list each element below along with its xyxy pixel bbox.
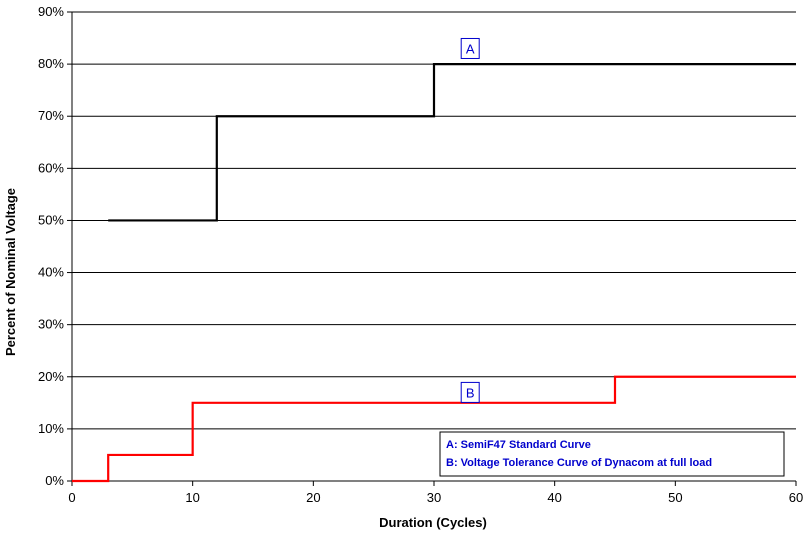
annotation-box	[460, 37, 480, 59]
y-tick-label: 40%	[38, 265, 64, 280]
legend-box	[439, 431, 785, 477]
x-tick-label: 60	[789, 490, 803, 505]
annotation-a: A	[460, 37, 480, 59]
y-tick-label: 60%	[38, 160, 64, 175]
x-tick-label: 40	[547, 490, 561, 505]
annotations: AB	[460, 37, 480, 403]
annotation-box	[460, 381, 480, 403]
y-tick-label: 0%	[45, 473, 64, 488]
y-tick-label: 70%	[38, 108, 64, 123]
y-tick-label: 30%	[38, 317, 64, 332]
series-group	[72, 63, 796, 483]
legend-entry: A: SemiF47 Standard Curve	[446, 439, 591, 451]
y-tick-label: 20%	[38, 369, 64, 384]
x-tick-label: 30	[427, 490, 441, 505]
y-tick-label: 80%	[38, 56, 64, 71]
annotation-label: A	[466, 41, 475, 56]
x-tick-label: 0	[68, 490, 75, 505]
y-tick-label: 90%	[38, 4, 64, 19]
series-line-a	[108, 63, 796, 222]
x-tick-label: 10	[185, 490, 199, 505]
x-tick-label: 20	[306, 490, 320, 505]
y-tick-label: 50%	[38, 212, 64, 227]
annotation-b: B	[460, 381, 480, 403]
x-tick-label: 50	[668, 490, 682, 505]
x-axis-ticks: 0 10 20 30 40 50 60	[68, 481, 803, 505]
series-line-b	[72, 375, 796, 483]
legend-entry: B: Voltage Tolerance Curve of Dynacom at…	[446, 457, 712, 469]
x-axis-title: Duration (Cycles)	[379, 515, 487, 530]
y-axis-title: Percent of Nominal Voltage	[3, 188, 18, 356]
y-axis-ticks: 0% 10% 20% 30% 40% 50% 60% 70% 80% 90%	[38, 4, 72, 488]
y-tick-label: 10%	[38, 421, 64, 436]
legend: A: SemiF47 Standard Curve B: Voltage Tole…	[439, 431, 785, 477]
annotation-label: B	[466, 385, 475, 400]
